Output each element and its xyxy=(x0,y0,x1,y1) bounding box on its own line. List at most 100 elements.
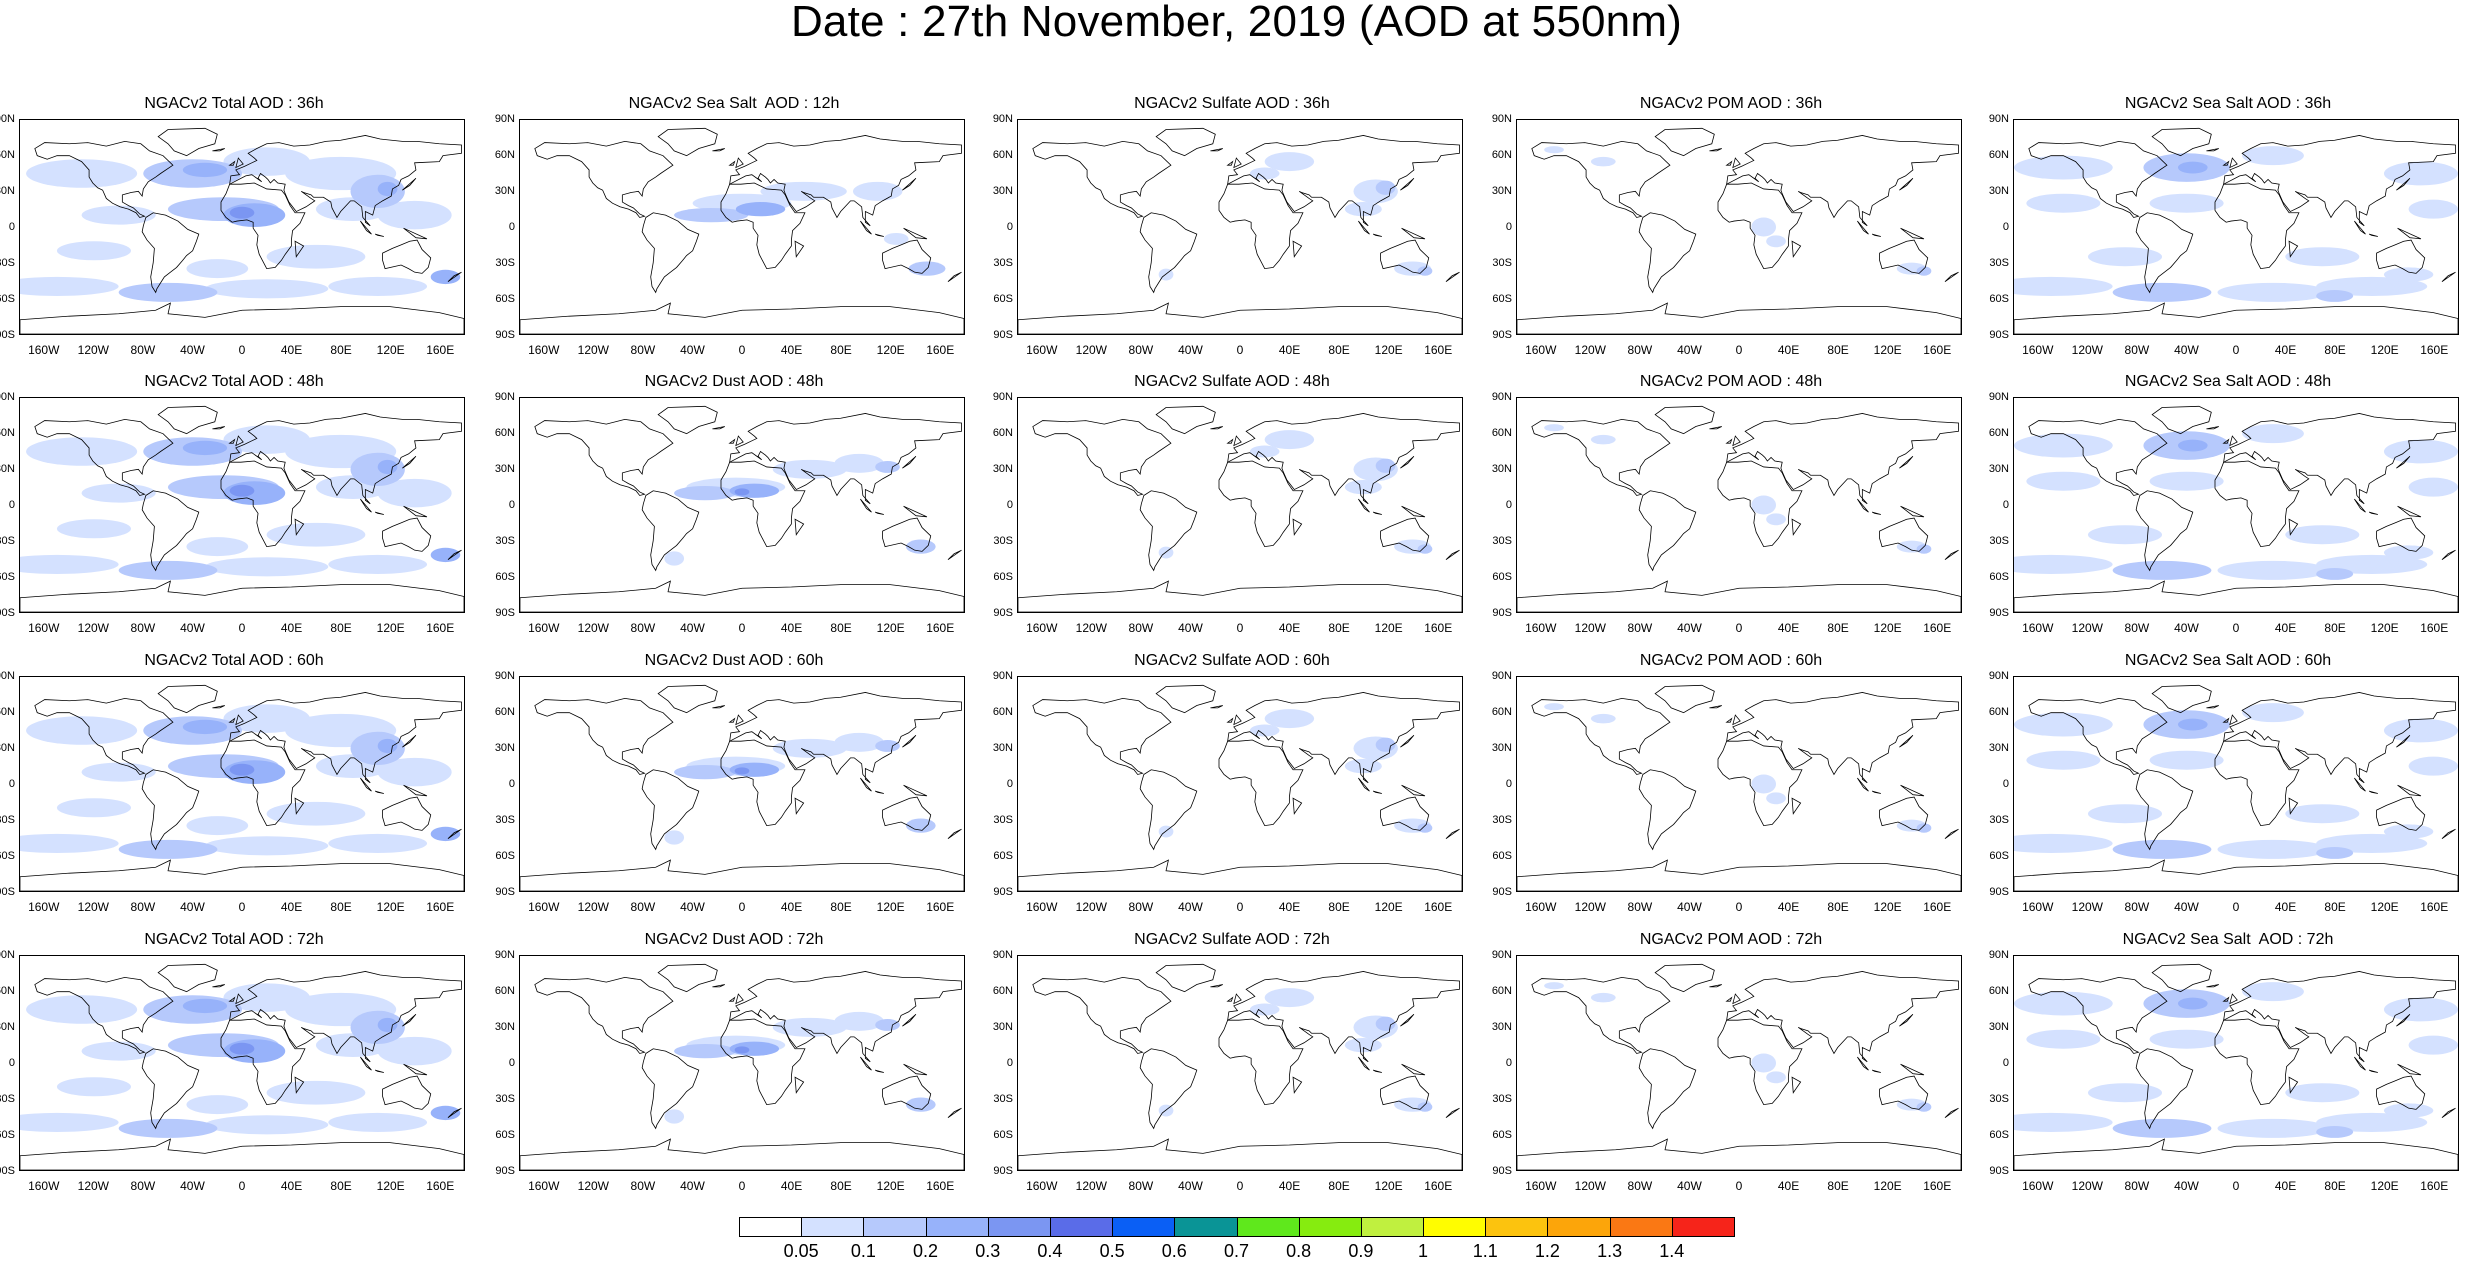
lon-tick-label: 80E xyxy=(1328,900,1350,914)
coastline xyxy=(1139,490,1198,572)
lat-tick-label: 90N xyxy=(992,391,1013,403)
lon-tick-label: 40E xyxy=(1777,1179,1800,1193)
coastline xyxy=(2376,239,2426,274)
lon-tick-label: 80W xyxy=(1627,343,1653,357)
lon-tick-label: 40E xyxy=(1777,343,1800,357)
coastline xyxy=(1233,157,1242,169)
lon-tick-label: 40E xyxy=(780,900,803,914)
coastline xyxy=(1857,1056,1869,1071)
aod-shading xyxy=(1544,703,1564,711)
aod-shading xyxy=(1916,1102,1932,1112)
coastline xyxy=(534,697,674,775)
aod-shading xyxy=(1264,430,1315,450)
lat-tick-label: 0 xyxy=(1505,778,1512,790)
aod-shading xyxy=(20,1112,119,1132)
map-panel: NGACv2 POM AOD : 72h 90N 60N 30N 0 30S 60S 90S 1… xyxy=(1492,931,1966,1192)
coastline xyxy=(1638,769,1697,851)
lon-tick-label: 120W xyxy=(577,1179,609,1193)
aod-shading xyxy=(186,816,249,836)
lon-tick-label: 40E xyxy=(1278,900,1301,914)
colorbar-swatch xyxy=(1423,1217,1487,1237)
aod-shading xyxy=(2014,155,2113,180)
lat-tick-label: 60S xyxy=(993,1129,1013,1141)
lat-tick-label: 60S xyxy=(993,293,1013,305)
coastline xyxy=(2396,1013,2411,1027)
lon-tick-label: 160E xyxy=(2420,900,2449,914)
lat-tick-label: 90S xyxy=(1989,329,2009,341)
lon-tick-label: 0 xyxy=(738,343,746,357)
lat-tick-label: 30S xyxy=(1492,257,1512,269)
aod-shading xyxy=(1590,156,1616,167)
lon-tick-label: 120E xyxy=(876,621,905,635)
lon-tick-label: 40W xyxy=(180,1179,205,1193)
lat-tick-label: 0 xyxy=(8,1057,15,1069)
lon-tick-label: 120E xyxy=(1873,343,1902,357)
coastline xyxy=(1292,1076,1303,1094)
colorbar-swatch xyxy=(1174,1217,1238,1237)
coastline xyxy=(1531,697,1671,775)
lat-tick-label: 30N xyxy=(1491,463,1512,475)
map-frame xyxy=(1516,955,1962,1171)
coastline xyxy=(212,984,225,988)
coastline xyxy=(1654,127,1715,157)
coastline xyxy=(375,790,384,794)
map-panel: NGACv2 Sea Salt AOD : 72h 90N 60N 30N 0 30S 60… xyxy=(1989,931,2463,1192)
coastline xyxy=(520,580,964,612)
lon-tick-label: 160W xyxy=(28,1179,60,1193)
coastline xyxy=(1292,797,1303,815)
lon-tick-label: 0 xyxy=(1236,343,1244,357)
coastline xyxy=(1358,777,1370,792)
coastline xyxy=(402,177,417,191)
lat-tick-label: 60S xyxy=(1492,293,1512,305)
lon-tick-label: 160E xyxy=(926,621,955,635)
coastline xyxy=(1732,435,1741,447)
lat-tick-label: 60N xyxy=(1988,706,2009,718)
lon-tick-label: 120E xyxy=(1374,1179,1403,1193)
lon-tick-label: 0 xyxy=(238,1179,246,1193)
coastline xyxy=(2396,734,2411,748)
lon-tick-label: 120W xyxy=(2071,343,2103,357)
lat-tick-label: 30N xyxy=(0,185,15,197)
aod-shading xyxy=(118,839,218,859)
aod-shading xyxy=(2217,282,2329,302)
lat-tick-label: 90S xyxy=(495,886,515,898)
lon-tick-label: 0 xyxy=(738,1179,746,1193)
coastline xyxy=(2223,135,2456,227)
panel-title: NGACv2 Sea Salt AOD : 48h xyxy=(2124,373,2332,390)
lat-tick-label: 60S xyxy=(1989,571,2009,583)
coastline xyxy=(1899,1013,1914,1027)
lon-tick-label: 0 xyxy=(238,900,246,914)
coastline xyxy=(712,426,725,430)
lat-tick-label: 90N xyxy=(1988,391,2009,403)
aod-shading xyxy=(2014,991,2113,1016)
colorbar-label: 0.4 xyxy=(1037,1241,1063,1261)
coastline xyxy=(1857,220,1869,235)
panel-title: NGACv2 POM AOD : 72h xyxy=(1639,931,1823,948)
coastline xyxy=(947,828,962,840)
coastline xyxy=(1725,160,1733,166)
lon-tick-label: 120E xyxy=(876,900,905,914)
world-map xyxy=(2014,405,2458,612)
world-map xyxy=(1517,684,1961,891)
colorbar-swatch xyxy=(863,1217,927,1237)
coastline xyxy=(1709,148,1722,152)
coastline xyxy=(1380,796,1430,831)
lon-tick-label: 160W xyxy=(2022,1179,2054,1193)
lat-tick-label: 30S xyxy=(0,257,15,269)
panel-title: NGACv2 POM AOD : 60h xyxy=(1639,652,1823,669)
colorbar-swatch xyxy=(925,1217,989,1237)
aod-shading xyxy=(2014,712,2113,737)
coastline xyxy=(1373,233,1382,237)
coastline xyxy=(2014,1138,2458,1170)
lon-tick-label: 120E xyxy=(876,343,905,357)
lat-tick-label: 0 xyxy=(8,778,15,790)
lat-tick-label: 30N xyxy=(992,185,1013,197)
world-map xyxy=(1517,405,1961,612)
colorbar-label: 0.8 xyxy=(1286,1241,1312,1261)
lon-tick-label: 160W xyxy=(528,621,560,635)
lat-tick-label: 90S xyxy=(1492,886,1512,898)
coastline xyxy=(382,517,432,552)
lon-tick-label: 160W xyxy=(1026,343,1058,357)
coastline xyxy=(1732,993,1741,1005)
coastline xyxy=(641,1048,700,1130)
